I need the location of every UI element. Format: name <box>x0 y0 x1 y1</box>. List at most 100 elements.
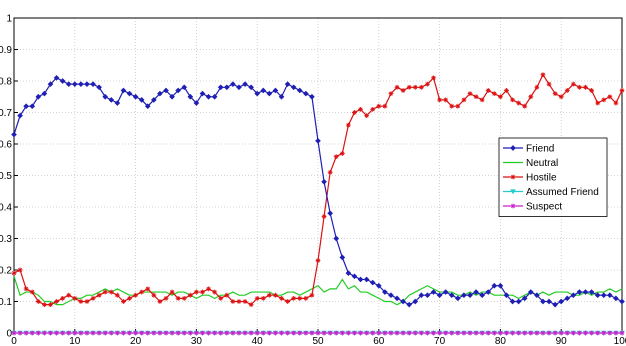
data-point-hostile <box>339 151 345 156</box>
data-point-friend <box>309 93 315 100</box>
data-point-friend <box>461 292 467 299</box>
data-point-suspect <box>552 330 558 336</box>
data-point-friend <box>588 289 595 295</box>
data-point-friend <box>394 295 400 302</box>
data-point-suspect <box>102 330 108 336</box>
data-point-hostile <box>364 113 370 119</box>
data-point-suspect <box>200 330 205 336</box>
data-point-hostile <box>479 97 485 103</box>
data-point-hostile <box>546 81 552 87</box>
data-point-hostile <box>11 270 17 276</box>
data-point-friend <box>382 289 388 295</box>
data-point-friend <box>619 298 625 305</box>
data-point-friend <box>485 289 492 295</box>
data-point-hostile <box>473 94 479 100</box>
data-point-suspect <box>382 330 388 336</box>
data-point-suspect <box>431 330 436 336</box>
data-point-friend <box>114 100 121 106</box>
data-point-hostile <box>455 103 461 109</box>
data-point-suspect <box>90 330 96 336</box>
data-point-hostile <box>498 94 503 100</box>
data-point-suspect <box>339 330 345 336</box>
x-tick-label: 60 <box>373 336 385 346</box>
data-point-hostile <box>346 122 351 128</box>
data-point-hostile <box>388 91 394 96</box>
data-point-hostile <box>224 292 230 298</box>
data-point-suspect <box>577 330 582 336</box>
data-point-friend <box>199 90 206 97</box>
y-tick-label: 0.4 <box>0 203 12 214</box>
data-point-hostile <box>114 292 120 298</box>
data-point-hostile <box>206 286 211 292</box>
data-point-suspect <box>564 330 570 336</box>
data-point-suspect <box>607 330 613 336</box>
data-point-friend <box>90 81 96 87</box>
data-point-hostile <box>254 295 260 301</box>
data-point-suspect <box>437 330 442 336</box>
x-tick-label: 10 <box>69 336 81 346</box>
y-tick-label: 0.5 <box>0 171 12 182</box>
data-point-friend <box>430 289 437 295</box>
data-point-hostile <box>504 88 509 93</box>
data-point-hostile <box>321 214 327 219</box>
data-point-friend <box>448 292 455 299</box>
data-point-suspect <box>467 330 473 336</box>
data-point-suspect <box>303 330 309 336</box>
data-point-friend <box>78 81 84 87</box>
data-point-hostile <box>230 299 236 304</box>
data-point-friend <box>169 93 175 100</box>
data-point-friend <box>491 282 498 289</box>
data-point-suspect <box>169 330 175 336</box>
data-point-suspect <box>66 330 72 336</box>
data-point-hostile <box>17 267 23 273</box>
legend-label: Neutral <box>526 158 558 169</box>
data-point-suspect <box>157 330 163 336</box>
data-point-friend <box>236 84 242 91</box>
data-point-friend <box>521 295 528 302</box>
data-point-suspect <box>491 330 497 336</box>
data-point-suspect <box>504 330 509 336</box>
data-point-suspect <box>352 330 357 336</box>
y-tick-label: 0.9 <box>0 45 12 56</box>
data-point-suspect <box>619 330 625 336</box>
data-point-hostile <box>260 295 266 301</box>
data-point-suspect <box>570 330 576 336</box>
data-point-suspect <box>206 330 211 336</box>
data-point-friend <box>84 81 90 87</box>
data-point-friend <box>527 289 534 295</box>
legend-marker <box>510 189 516 195</box>
data-point-suspect <box>443 330 449 336</box>
data-point-hostile <box>443 97 449 103</box>
data-point-suspect <box>242 330 248 336</box>
data-point-suspect <box>601 330 607 336</box>
data-point-friend <box>193 100 200 106</box>
series-hostile <box>11 72 625 308</box>
data-point-friend <box>11 131 17 138</box>
data-point-friend <box>509 298 516 305</box>
x-tick-label: 70 <box>434 336 446 346</box>
data-point-suspect <box>510 330 515 336</box>
data-point-friend <box>467 292 473 299</box>
data-point-suspect <box>163 330 169 336</box>
data-point-suspect <box>394 330 400 336</box>
y-tick-label: 0.1 <box>0 297 12 308</box>
data-point-suspect <box>218 330 224 336</box>
data-point-suspect <box>78 330 84 336</box>
data-point-suspect <box>273 330 278 336</box>
data-point-suspect <box>260 330 266 336</box>
data-point-friend <box>132 93 139 100</box>
data-point-suspect <box>187 330 193 336</box>
data-point-hostile <box>181 295 187 301</box>
data-point-hostile <box>285 299 290 304</box>
data-point-suspect <box>139 330 145 336</box>
data-point-hostile <box>60 295 66 301</box>
data-point-suspect <box>291 330 297 336</box>
data-point-hostile <box>248 302 254 308</box>
data-point-friend <box>534 292 540 299</box>
data-point-hostile <box>558 94 564 100</box>
data-point-friend <box>351 273 358 280</box>
data-point-friend <box>181 84 188 91</box>
data-point-hostile <box>175 295 181 301</box>
data-point-friend <box>217 84 224 91</box>
